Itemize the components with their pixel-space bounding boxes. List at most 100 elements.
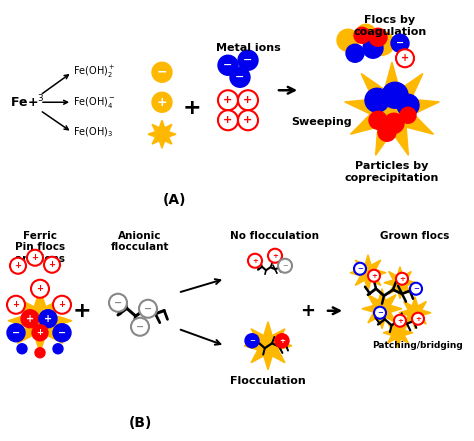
Circle shape bbox=[238, 50, 258, 70]
Circle shape bbox=[10, 258, 26, 274]
Circle shape bbox=[397, 94, 419, 116]
Circle shape bbox=[245, 334, 259, 348]
Text: +: + bbox=[182, 98, 201, 118]
Text: Fe+$^3$: Fe+$^3$ bbox=[10, 94, 45, 111]
Circle shape bbox=[382, 82, 408, 108]
Circle shape bbox=[394, 315, 406, 327]
Text: −: − bbox=[136, 322, 144, 332]
Text: +: + bbox=[36, 284, 44, 293]
Text: +: + bbox=[223, 115, 233, 125]
Text: −: − bbox=[144, 304, 152, 314]
Text: +: + bbox=[397, 318, 403, 324]
Circle shape bbox=[230, 67, 250, 87]
Text: +: + bbox=[36, 328, 44, 337]
Text: +: + bbox=[44, 314, 52, 324]
Circle shape bbox=[410, 283, 422, 295]
Text: (B): (B) bbox=[128, 416, 152, 430]
Circle shape bbox=[369, 111, 387, 129]
Text: +: + bbox=[48, 260, 55, 269]
Circle shape bbox=[400, 107, 416, 123]
Text: +: + bbox=[252, 258, 258, 264]
Text: −: − bbox=[12, 328, 20, 338]
Circle shape bbox=[152, 92, 172, 112]
Circle shape bbox=[275, 334, 289, 348]
Text: −: − bbox=[377, 310, 383, 316]
Text: +: + bbox=[58, 300, 65, 309]
Text: −: − bbox=[249, 338, 255, 344]
Text: +: + bbox=[73, 301, 91, 321]
Circle shape bbox=[374, 307, 386, 319]
Text: −: − bbox=[396, 38, 404, 48]
Text: +: + bbox=[301, 302, 316, 320]
Circle shape bbox=[346, 44, 364, 62]
Circle shape bbox=[354, 263, 366, 275]
Circle shape bbox=[365, 88, 389, 112]
Circle shape bbox=[391, 34, 409, 52]
Text: Flocculation: Flocculation bbox=[230, 376, 306, 386]
Polygon shape bbox=[345, 62, 439, 155]
Circle shape bbox=[53, 324, 71, 342]
Text: +: + bbox=[26, 314, 34, 324]
Text: Patching/bridging: Patching/bridging bbox=[373, 341, 464, 350]
Text: Particles by
coprecipitation: Particles by coprecipitation bbox=[345, 161, 439, 183]
Circle shape bbox=[39, 310, 57, 328]
Circle shape bbox=[53, 344, 63, 354]
Polygon shape bbox=[383, 318, 413, 348]
Text: Ferric
Pin flocs
and ions: Ferric Pin flocs and ions bbox=[15, 231, 65, 264]
Circle shape bbox=[53, 296, 71, 314]
Circle shape bbox=[354, 27, 370, 43]
Circle shape bbox=[248, 254, 262, 268]
Circle shape bbox=[356, 24, 376, 44]
Circle shape bbox=[27, 250, 43, 266]
Polygon shape bbox=[148, 120, 176, 148]
Circle shape bbox=[396, 273, 408, 285]
Text: +: + bbox=[31, 253, 38, 262]
Text: +: + bbox=[399, 276, 405, 282]
Text: +: + bbox=[15, 261, 21, 270]
Text: −: − bbox=[58, 328, 66, 338]
Text: Sweeping: Sweeping bbox=[292, 117, 352, 127]
Polygon shape bbox=[244, 322, 292, 370]
Text: +: + bbox=[157, 96, 167, 109]
Circle shape bbox=[21, 310, 39, 328]
Text: +: + bbox=[243, 95, 253, 105]
Text: −: − bbox=[235, 72, 245, 82]
Text: +: + bbox=[243, 115, 253, 125]
Polygon shape bbox=[8, 289, 72, 353]
Polygon shape bbox=[362, 289, 402, 329]
Text: +: + bbox=[223, 95, 233, 105]
Circle shape bbox=[35, 348, 45, 358]
Text: +: + bbox=[371, 273, 377, 279]
Circle shape bbox=[368, 270, 380, 282]
Text: −: − bbox=[413, 286, 419, 292]
Text: −: − bbox=[357, 266, 363, 272]
Circle shape bbox=[378, 123, 396, 141]
Circle shape bbox=[17, 344, 27, 354]
Circle shape bbox=[44, 257, 60, 273]
Text: Metal ions: Metal ions bbox=[216, 43, 281, 53]
Text: Fe(OH)$_2^+$: Fe(OH)$_2^+$ bbox=[73, 64, 116, 80]
Circle shape bbox=[238, 110, 258, 130]
Circle shape bbox=[7, 324, 25, 342]
Text: +: + bbox=[415, 316, 421, 322]
Circle shape bbox=[152, 62, 172, 82]
Polygon shape bbox=[350, 255, 386, 291]
Circle shape bbox=[218, 110, 238, 130]
Circle shape bbox=[131, 318, 149, 336]
Circle shape bbox=[337, 29, 359, 51]
Text: −: − bbox=[282, 263, 288, 269]
Circle shape bbox=[139, 300, 157, 318]
Circle shape bbox=[31, 280, 49, 298]
Circle shape bbox=[369, 28, 387, 46]
Circle shape bbox=[370, 31, 394, 55]
Text: +: + bbox=[279, 338, 285, 344]
Text: No flocculation: No flocculation bbox=[230, 231, 319, 241]
Circle shape bbox=[7, 296, 25, 314]
Circle shape bbox=[412, 313, 424, 325]
Text: Fe(OH)$_3$: Fe(OH)$_3$ bbox=[73, 125, 113, 139]
Polygon shape bbox=[399, 297, 431, 329]
Text: +: + bbox=[12, 300, 19, 309]
Circle shape bbox=[396, 49, 414, 67]
Circle shape bbox=[238, 90, 258, 110]
Text: Fe(OH)$_4^-$: Fe(OH)$_4^-$ bbox=[73, 95, 116, 110]
